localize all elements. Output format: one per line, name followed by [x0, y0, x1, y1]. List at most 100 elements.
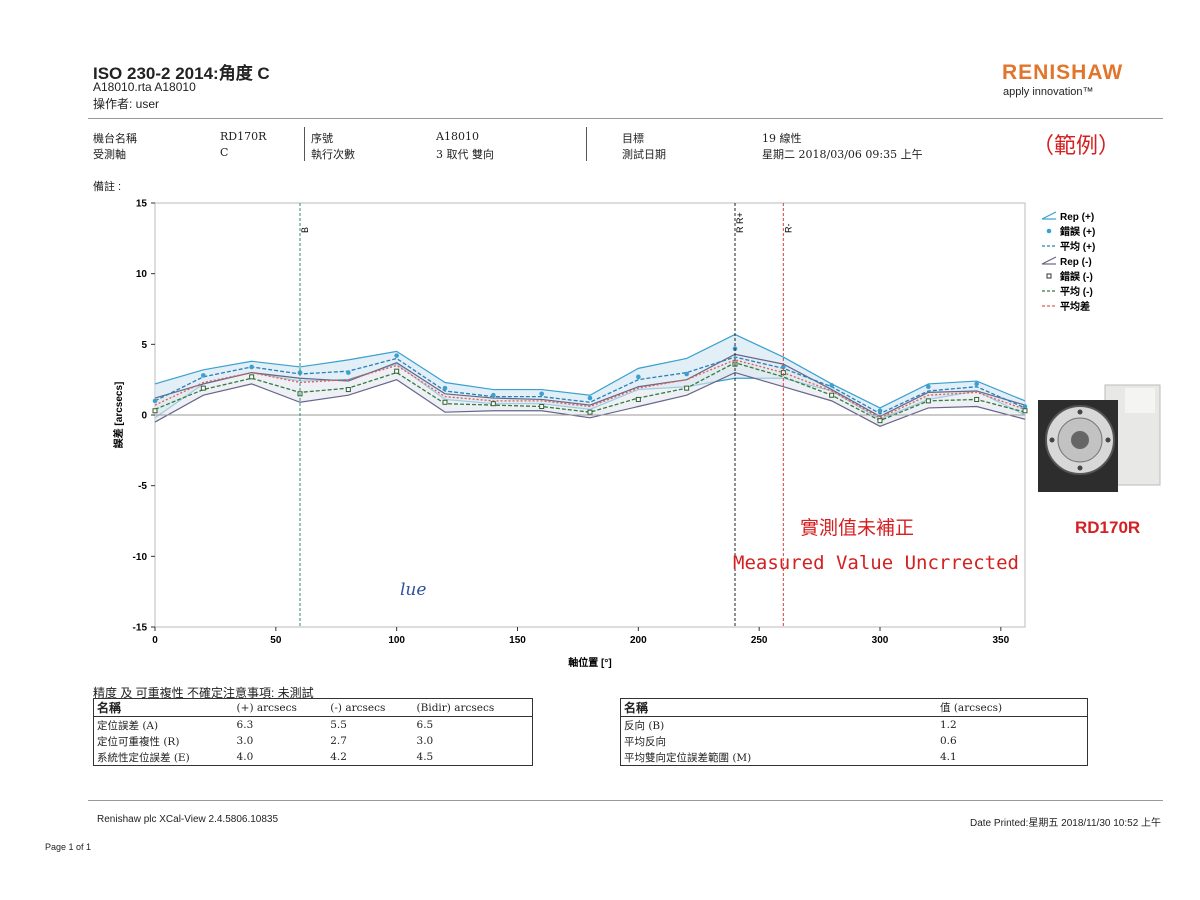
marker-label: R R+ — [735, 212, 745, 233]
repeatability-lower-line — [154, 371, 1026, 427]
error-pos-point — [152, 398, 158, 404]
error-neg-point — [635, 396, 641, 402]
legend-swatch — [1046, 228, 1052, 234]
error-neg-point — [442, 399, 448, 405]
y-tick-label: 5 — [141, 340, 147, 351]
col-header: (+) arcsecs — [236, 701, 297, 714]
cell: 1.2 — [940, 719, 957, 731]
error-pos-point — [684, 371, 689, 377]
machine-label: 機台名稱 — [93, 132, 137, 145]
date-printed: Date Printed:星期五 2018/11/30 10:52 上午 — [970, 818, 1162, 829]
axis-label: 受測軸 — [93, 148, 126, 161]
error-neg-point — [539, 404, 545, 410]
error-pos-point — [249, 364, 254, 370]
page-number: Page 1 of 1 — [45, 842, 92, 852]
cell: 3.0 — [416, 735, 434, 747]
x-tick-label: 250 — [751, 635, 768, 646]
info-separator — [586, 127, 587, 161]
target-label: 目標 — [622, 132, 644, 145]
legend-label: 錯誤 (-) — [1060, 270, 1093, 283]
table-row: 平均反向 0.6 — [621, 733, 1088, 749]
error-neg-point — [490, 401, 496, 407]
legend-label: Rep (-) — [1060, 257, 1092, 268]
y-tick-label: 0 — [141, 411, 147, 422]
cell: 平均反向 — [624, 735, 666, 748]
legend-label: 平均 (-) — [1060, 285, 1093, 298]
error-neg-point — [394, 368, 400, 374]
info-separator — [304, 127, 305, 161]
uncorrected-en-text: Measured Value Uncrrected — [733, 552, 1019, 574]
error-pos-point — [781, 364, 786, 370]
error-pos-point — [201, 373, 206, 378]
cell: 4.5 — [416, 751, 434, 763]
error-pos-point — [636, 374, 641, 380]
cell: 5.5 — [330, 719, 347, 731]
rotary-table-image — [1038, 384, 1161, 492]
col-header: (Bidir) arcsecs — [416, 701, 495, 714]
error-neg-point — [925, 398, 931, 404]
date-value: 星期二 2018/03/06 09:35 上午 — [762, 148, 923, 161]
header-divider — [88, 118, 1163, 119]
table-row: 系統性定位誤差 (E) 4.0 4.2 4.5 — [94, 749, 533, 766]
marker-label: B — [300, 227, 310, 233]
error-neg-point — [200, 385, 206, 391]
error-neg-point — [249, 374, 255, 380]
cell: 6.3 — [236, 719, 254, 731]
error-pos-point — [926, 384, 931, 390]
x-tick-label: 300 — [872, 635, 889, 646]
error-neg-point — [152, 408, 158, 414]
date-label: 測試日期 — [622, 148, 666, 161]
error-pos-point — [587, 395, 593, 401]
cell: 定位誤差 (A) — [97, 719, 159, 732]
y-tick-label: -15 — [133, 623, 148, 634]
cell: 反向 (B) — [624, 719, 665, 732]
runs-label: 執行次數 — [311, 148, 355, 161]
product-label: RD170R — [1075, 518, 1141, 537]
footer-divider — [88, 800, 1163, 801]
renishaw-logo: RENISHAW — [1002, 61, 1124, 84]
x-tick-label: 150 — [509, 635, 526, 646]
x-tick-label: 200 — [630, 635, 647, 646]
cell: 0.6 — [940, 735, 957, 747]
target-value: 19 線性 — [762, 132, 802, 145]
handwritten-note: lue — [400, 580, 427, 600]
series-line — [154, 359, 1026, 419]
cell: 4.1 — [940, 751, 957, 763]
error-pos-point — [297, 370, 303, 375]
cell: 3.0 — [236, 735, 254, 747]
col-header: 值 (arcsecs) — [940, 702, 1003, 714]
table-row: 定位可重複性 (R) 3.0 2.7 3.0 — [94, 733, 533, 749]
error-neg-point — [1022, 408, 1028, 414]
legend-label: Rep (+) — [1060, 212, 1094, 223]
cell: 平均雙向定位誤差範圍 (M) — [624, 751, 752, 764]
repeatability-upper-line — [154, 333, 1026, 409]
table-row: 定位誤差 (A) 6.3 5.5 6.5 — [94, 717, 533, 734]
error-pos-point — [491, 392, 496, 398]
error-neg-point — [877, 418, 883, 424]
legend-label: 平均 (+) — [1060, 240, 1095, 253]
error-neg-point — [587, 409, 593, 415]
col-header: 名稱 — [97, 701, 122, 715]
example-label: （範例） — [1032, 134, 1121, 159]
error-neg-point — [829, 392, 835, 398]
machine-value: RD170R — [220, 130, 267, 143]
col-header: (-) arcsecs — [330, 701, 386, 714]
x-tick-label: 0 — [152, 635, 158, 646]
remarks-label: 備註 : — [93, 181, 122, 193]
cell: 系統性定位誤差 (E) — [97, 751, 190, 764]
error-pos-point — [442, 385, 448, 391]
legend-label: 平均差 — [1060, 300, 1090, 313]
y-axis-label: 誤差 [arcsecs] — [112, 382, 125, 449]
report-title: ISO 230-2 2014:角度 C — [93, 64, 270, 83]
y-tick-label: 15 — [136, 199, 148, 210]
y-tick-label: -10 — [133, 552, 148, 563]
legend-swatch — [1041, 211, 1057, 220]
serial-value: A18010 — [436, 130, 479, 143]
error-neg-point — [974, 396, 980, 402]
error-pos-point — [1022, 404, 1028, 409]
table-row: 反向 (B) 1.2 — [621, 717, 1088, 734]
software-version: Renishaw plc XCal-View 2.4.5806.10835 — [97, 814, 279, 825]
error-neg-point — [345, 387, 351, 393]
logo-tagline: apply innovation™ — [1003, 86, 1094, 98]
